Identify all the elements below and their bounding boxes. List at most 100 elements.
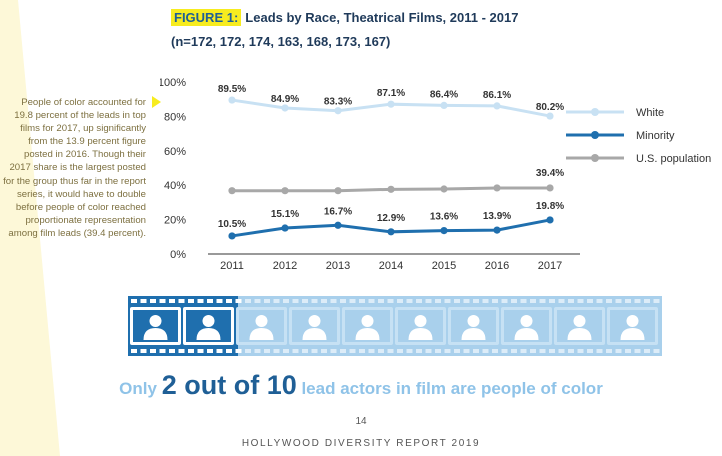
sprocket-hole [492, 299, 498, 303]
sprocket-hole [359, 349, 365, 353]
figure-title: FIGURE 1: Leads by Race, Theatrical Films… [171, 9, 518, 26]
data-point [493, 226, 501, 234]
sprocket-hole [178, 349, 185, 353]
sprocket-hole [254, 299, 261, 303]
data-label: 19.8% [536, 201, 564, 212]
sprocket-hole [378, 349, 384, 353]
tagline-post: lead actors in film are people of color [296, 379, 603, 398]
sprocket-hole [321, 299, 327, 303]
sprocket-hole [150, 299, 156, 303]
person-icon [414, 315, 427, 327]
data-point [387, 185, 395, 193]
legend-marker [591, 108, 599, 116]
sprocket-hole [606, 299, 612, 303]
tagline-pre: Only [119, 379, 162, 398]
person-icon-body [408, 328, 433, 340]
sprocket-hole [653, 299, 660, 303]
sprocket-hole [150, 349, 156, 353]
footer-title: HOLLYWOOD DIVERSITY REPORT 2019 [241, 438, 481, 449]
sprocket-hole [549, 349, 555, 353]
person-icon [308, 315, 321, 327]
sprocket-hole [539, 349, 546, 353]
sprocket-hole [501, 299, 508, 303]
sprocket-hole [330, 299, 337, 303]
sprocket-hole [273, 299, 280, 303]
person-icon [520, 315, 533, 327]
y-tick-label: 80% [164, 111, 186, 123]
sprocket-hole [283, 299, 289, 303]
data-label: 16.7% [324, 206, 352, 217]
sprocket-hole [625, 349, 631, 353]
sprocket-hole [188, 299, 194, 303]
person-icon [255, 315, 268, 327]
sprocket-hole [549, 299, 555, 303]
sprocket-hole [539, 299, 546, 303]
person-icon [573, 315, 586, 327]
tagline-count: 2 [161, 370, 177, 400]
sprocket-hole [311, 349, 318, 353]
data-point [228, 187, 236, 195]
x-tick-label: 2014 [379, 260, 403, 272]
sprocket-hole [416, 299, 422, 303]
sprocket-hole [435, 299, 441, 303]
data-label: 86.4% [430, 89, 458, 100]
sprocket-hole [596, 299, 603, 303]
y-tick-label: 60% [164, 146, 186, 158]
sprocket-hole [235, 349, 242, 353]
film-strip-infographic [128, 296, 662, 356]
person-icon [149, 315, 162, 327]
sprocket-hole [368, 349, 375, 353]
sprocket-hole [644, 299, 650, 303]
data-point [387, 100, 395, 108]
sprocket-hole [302, 349, 308, 353]
sprocket-hole [292, 349, 299, 353]
x-tick-label: 2013 [326, 260, 350, 272]
data-label: 83.3% [324, 97, 352, 108]
sprocket-hole [178, 299, 185, 303]
sprocket-hole [568, 349, 574, 353]
sprocket-hole [226, 349, 232, 353]
data-point [493, 102, 501, 110]
sprocket-hole [216, 349, 223, 353]
data-point [440, 101, 448, 109]
sprocket-hole [530, 349, 536, 353]
sprocket-hole [254, 349, 261, 353]
data-point [281, 187, 289, 195]
sprocket-hole [473, 299, 479, 303]
data-point [546, 216, 554, 224]
figure-label: FIGURE 1: [171, 9, 242, 26]
y-tick-label: 40% [164, 180, 186, 192]
sprocket-hole [435, 349, 441, 353]
data-point [334, 187, 342, 195]
data-point [334, 221, 342, 229]
data-label: 87.1% [377, 88, 405, 99]
side-note-arrow-icon [152, 96, 161, 108]
data-label: 15.1% [271, 209, 299, 220]
sprocket-hole [140, 299, 147, 303]
sprocket-hole [273, 349, 280, 353]
sprocket-hole [140, 349, 147, 353]
sprocket-hole [463, 349, 470, 353]
data-point [334, 107, 342, 115]
sprocket-hole [520, 299, 527, 303]
sprocket-hole [425, 349, 432, 353]
x-tick-label: 2017 [538, 260, 562, 272]
sprocket-hole [349, 349, 356, 353]
person-icon-body [355, 328, 380, 340]
data-point [440, 227, 448, 235]
data-point [546, 184, 554, 192]
sprocket-hole [634, 299, 641, 303]
person-icon-body [302, 328, 327, 340]
sprocket-hole [311, 299, 318, 303]
x-tick-label: 2012 [273, 260, 297, 272]
sprocket-hole [444, 349, 451, 353]
sprocket-hole [378, 299, 384, 303]
sprocket-hole [530, 299, 536, 303]
data-label: 13.9% [483, 211, 511, 222]
tagline-mid: out of [176, 370, 267, 400]
data-label: 13.6% [430, 212, 458, 223]
data-label: 80.2% [536, 102, 564, 113]
sprocket-hole [188, 349, 194, 353]
person-icon-body [461, 328, 486, 340]
sprocket-hole [444, 299, 451, 303]
